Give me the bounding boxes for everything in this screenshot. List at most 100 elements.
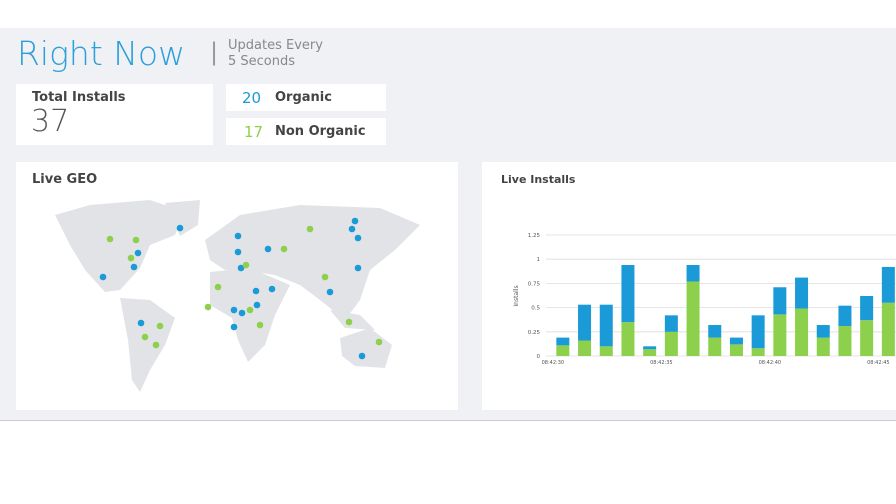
geo-dot [134,249,142,257]
geo-dot [326,288,334,296]
y-tick-label: 0.25 [528,330,541,336]
bar-segment [686,265,700,282]
geo-dot [234,232,242,240]
geo-dot [214,283,222,291]
y-tick-label: 0.75 [528,281,541,287]
geo-dot [130,263,138,271]
bar-segment [664,331,678,356]
bar-segment [686,281,700,356]
geo-dot [280,245,288,253]
x-tick-label: 08:42:40 [759,360,781,366]
subtitle: 5 Seconds [228,54,296,69]
geo-panel: Live GEO [16,162,458,410]
geo-dot [354,264,362,272]
bar-segment [773,314,787,356]
geo-dot [152,341,160,349]
non-organic-card: 17 Non Organic [226,118,386,145]
geo-dot [176,224,184,232]
geo-dot [230,323,238,331]
geo-dot [268,285,276,293]
chart: Installs 0 0.25 0.5 0.75 1 1.25 08:42:30 08:42:… [513,233,896,366]
geo-dot [132,236,140,244]
geo-dot [230,306,238,314]
geo-dot [106,235,114,243]
world-map [55,200,420,392]
bar-segment [643,349,657,356]
y-axis-label: Installs [513,285,520,306]
page-title: Right Now [17,34,186,73]
x-tick-label: 08:42:35 [650,360,672,366]
bar-segment [599,346,613,356]
stat-label: Total Installs [32,90,126,105]
geo-dot [204,303,212,311]
geo-dot [264,245,272,253]
bar-segment [599,304,613,347]
stat-value: 17 [244,123,264,141]
separator: | [210,38,219,66]
bar-segment [729,344,743,356]
x-tick-label: 08:42:30 [542,360,564,366]
y-tick-label: 0 [537,354,541,360]
bar-segment [838,325,852,356]
continent [330,310,375,330]
geo-dot [242,261,250,269]
y-tick-label: 1.25 [528,233,541,239]
bar-segment [664,315,678,332]
bar-segment [860,320,874,356]
geo-dot [348,225,356,233]
geo-dot [156,322,164,330]
bar-segment [881,302,895,356]
bar-segment [751,315,765,349]
geo-dot [137,319,145,327]
geo-dot [127,254,135,262]
installs-panel: Live Installs Installs 0 0.25 0.5 0.75 1 1.25… [482,162,896,410]
geo-dot [354,234,362,242]
geo-dot [306,225,314,233]
bar-segment [621,265,635,323]
geo-dot [375,338,383,346]
dashboard: Right Now | Updates Every 5 Seconds Tota… [0,28,896,421]
bar-segment [729,337,743,345]
bar-segment [795,277,809,309]
bar-segment [643,346,657,350]
bar-segment [816,337,830,356]
stat-value: 37 [31,104,70,139]
bar-segment [881,266,895,303]
geo-dot [234,248,242,256]
subtitle: Updates Every [228,38,323,53]
geo-dot [351,217,359,225]
geo-dot [358,352,366,360]
geo-dot [99,273,107,281]
continent [340,328,392,368]
continent [210,268,290,362]
geo-dot [252,287,260,295]
geo-dot [345,318,353,326]
bar-segment [860,295,874,321]
bar-segment [556,337,570,346]
bar-segment [773,287,787,315]
geo-dot [256,321,264,329]
bar-segment [838,305,852,326]
stat-value: 20 [242,89,262,107]
panel-title: Live GEO [32,172,98,187]
bar-segment [795,308,809,356]
panel-title: Live Installs [501,173,576,186]
stat-label: Organic [275,90,332,105]
continent [55,200,185,292]
geo-dot [321,273,329,281]
bar-segment [816,325,830,338]
geo-dot [237,264,245,272]
bar-segment [578,304,592,341]
geo-dot [246,306,254,314]
bar-segment [556,345,570,356]
geo-dot [238,309,246,317]
total-card: Total Installs 37 [16,84,213,145]
y-tick-label: 0.5 [531,306,540,312]
y-tick-label: 1 [537,257,541,263]
bar-segment [578,340,592,356]
continent [165,200,200,236]
bar-segment [708,337,722,356]
stat-label: Non Organic [275,124,366,139]
x-tick-label: 08:42:45 [867,360,889,366]
